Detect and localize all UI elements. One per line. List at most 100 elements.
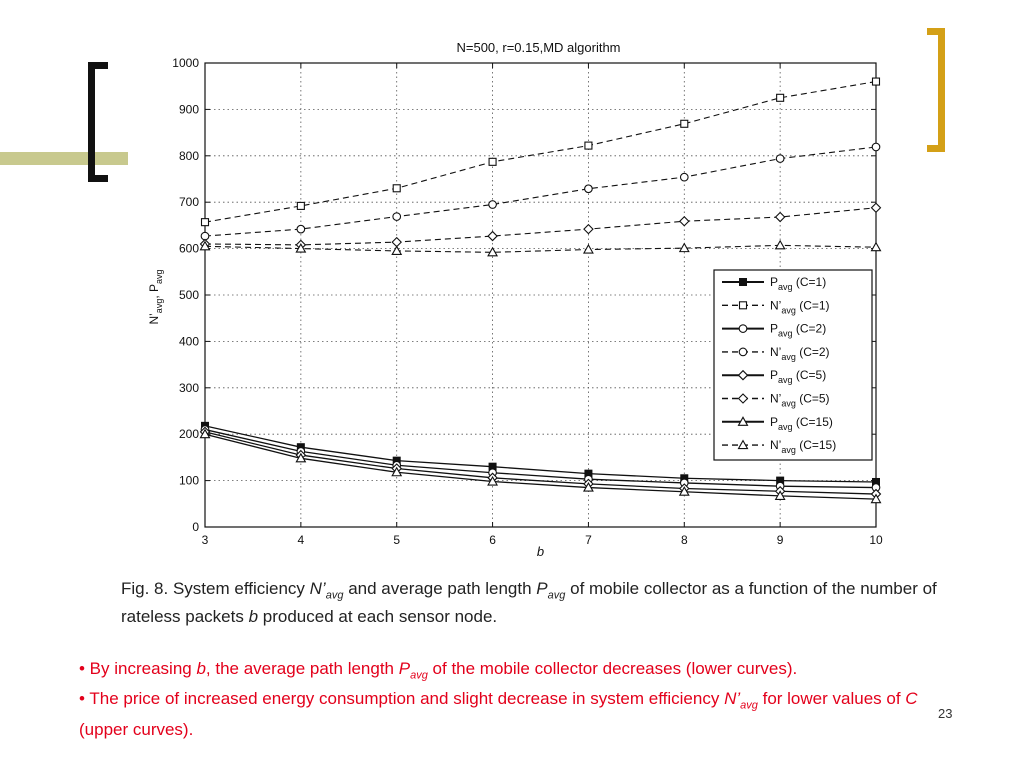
x-tick-label: 6: [489, 533, 496, 547]
data-point: [678, 242, 690, 253]
chart: N=500, r=0.15,MD algorithm 0 100 200 300 400 5…: [147, 40, 883, 559]
y-tick-label: 0: [192, 520, 199, 534]
series-line-path: [204, 146, 877, 237]
legend-entry-name: P: [770, 368, 778, 382]
legend-entry-name: P: [770, 322, 778, 336]
legend-entry: Pavg (C=15): [770, 415, 833, 432]
y-axis-label-n: N’: [147, 313, 161, 324]
legend-entry-sub: avg: [778, 329, 793, 339]
y-axis-label: N’avg, Pavg: [147, 269, 164, 324]
bullet-2-symbol-c: C: [905, 689, 918, 709]
data-point: [295, 452, 307, 463]
caption-symbol-b: b: [248, 607, 259, 627]
data-point: [776, 93, 785, 102]
caption-symbol-n: N’: [309, 579, 326, 598]
series-line-path: [204, 81, 877, 223]
data-point: [199, 240, 211, 251]
series-line: [200, 142, 881, 241]
bullet-list: • By increasing b, the average path leng…: [79, 657, 939, 741]
x-tick-label: 4: [298, 533, 305, 547]
data-point: [871, 142, 881, 152]
data-point: [487, 475, 499, 486]
data-point: [870, 202, 882, 214]
page-number: 23: [938, 706, 953, 721]
series-line-path: [204, 431, 877, 495]
legend-entry-name: N’: [770, 392, 781, 406]
caption-text-1: Fig. 8. System efficiency: [121, 579, 310, 598]
y-tick-label: 800: [179, 149, 199, 163]
bullet-1: • By increasing b, the average path leng…: [79, 657, 939, 687]
legend-entry: Pavg (C=5): [770, 368, 826, 385]
legend-marker: [738, 324, 748, 333]
figure-caption: Fig. 8. System efficiency N’avg and aver…: [121, 578, 941, 628]
legend-entry-sub: avg: [781, 305, 796, 315]
data-point: [582, 481, 594, 492]
caption-symbol-p-sub: avg: [547, 589, 566, 602]
y-tick-label: 400: [179, 334, 199, 348]
data-point: [392, 184, 401, 193]
bullet-1-symbol-p: P: [398, 659, 411, 678]
y-tick-label: 300: [179, 381, 199, 395]
legend-entry-suffix: (C=1): [796, 298, 830, 312]
bullet-2-text-2: for lower values of: [757, 689, 906, 709]
legend-marker: [737, 393, 749, 404]
y-axis-label-p: P: [147, 284, 161, 292]
series-line-path: [204, 433, 877, 500]
x-tick-label: 3: [202, 533, 209, 547]
data-point: [774, 490, 786, 500]
y-tick-label: 100: [179, 474, 199, 488]
data-point: [584, 141, 593, 150]
data-point: [583, 223, 594, 235]
bullet-2-text-3: (upper curves).: [79, 719, 194, 739]
data-point: [296, 224, 306, 234]
data-point: [488, 200, 497, 209]
y-tick-label: 200: [179, 427, 199, 441]
data-point: [870, 241, 882, 252]
data-point: [870, 493, 882, 504]
caption-symbol-n-sub: avg: [325, 589, 344, 602]
data-point: [391, 466, 403, 477]
y-tick-label: 900: [179, 102, 199, 116]
right-bracket-decoration: [927, 28, 945, 152]
legend-marker: [738, 301, 748, 310]
legend-entry-suffix: (C=5): [793, 368, 827, 382]
x-tick-label: 10: [869, 533, 883, 547]
bullet-1-text-1: • By increasing: [79, 659, 197, 678]
legend: Pavg (C=1)N’avg (C=1)Pavg (C=2)N’avg (C=…: [713, 269, 873, 461]
legend-entry-sub: avg: [781, 445, 796, 455]
data-point: [775, 154, 785, 163]
legend-entry: Pavg (C=2): [770, 322, 826, 339]
data-point: [774, 239, 786, 250]
data-point: [679, 172, 689, 182]
y-axis-label-n-sub: avg: [154, 299, 164, 314]
data-point: [487, 246, 499, 257]
left-bracket-decoration: [88, 62, 108, 182]
data-point: [488, 157, 497, 166]
legend-entry-sub: avg: [778, 282, 793, 292]
data-point: [679, 215, 690, 227]
legend-entry-suffix: (C=2): [793, 322, 827, 336]
bullet-1-text-2: , the average path length: [205, 659, 399, 678]
y-tick-label: 700: [179, 195, 199, 209]
bullet-2-symbol-n: N’: [724, 689, 741, 709]
series-line-path: [204, 244, 877, 253]
series-line-path: [204, 425, 877, 483]
legend-entry-sub: avg: [778, 422, 793, 432]
data-point: [200, 218, 210, 227]
data-point: [487, 230, 498, 242]
caption-symbol-p: P: [536, 579, 548, 598]
legend-entry: N’avg (C=15): [770, 438, 836, 455]
legend-entry-name: P: [770, 415, 778, 429]
data-point: [871, 77, 881, 86]
chart-title: N=500, r=0.15,MD algorithm: [456, 40, 620, 55]
series-line: [199, 239, 882, 257]
legend-entry-suffix: (C=5): [796, 392, 830, 406]
y-tick-label: 600: [179, 242, 199, 256]
data-point: [199, 428, 211, 439]
series-line: [200, 77, 881, 227]
data-point: [678, 486, 690, 496]
legend-entry-name: P: [770, 275, 778, 289]
y-axis-label-sep: ,: [147, 292, 161, 299]
data-point: [295, 242, 307, 253]
legend-entry: N’avg (C=5): [770, 392, 830, 409]
